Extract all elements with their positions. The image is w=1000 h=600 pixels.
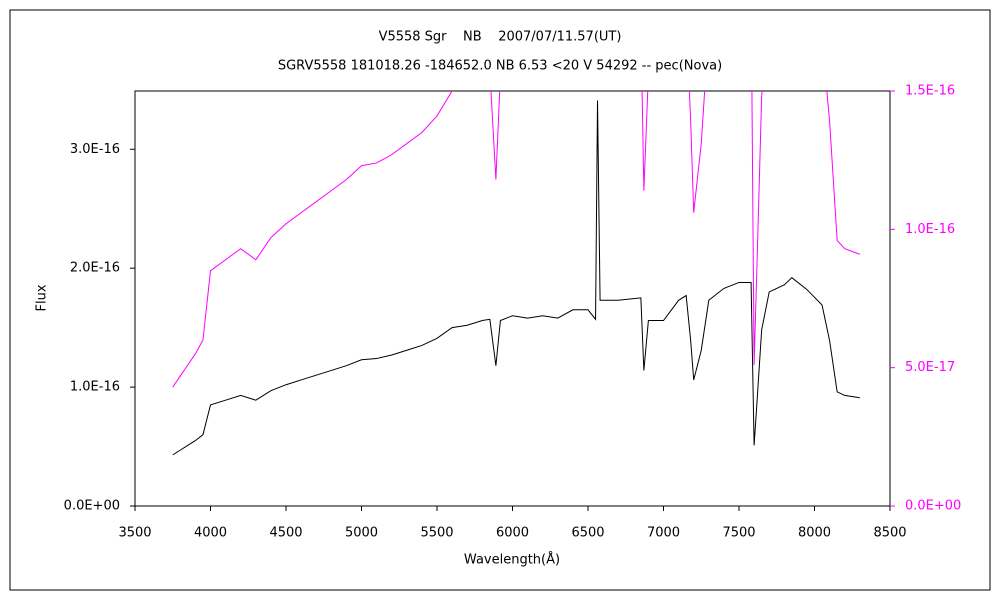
y2-tick-label: 1.5E-16 xyxy=(905,84,955,99)
x-tick-label: 6500 xyxy=(571,526,604,541)
x-tick-label: 5000 xyxy=(345,526,378,541)
y-axis-label: Flux xyxy=(35,284,50,311)
y2-tick-label: 1.0E-16 xyxy=(905,222,955,237)
x-tick-label: 5500 xyxy=(420,526,453,541)
y-tick-label: 0.0E+00 xyxy=(64,499,120,514)
y-tick-label: 1.0E-16 xyxy=(70,380,120,395)
x-axis-label: Wavelength(Å) xyxy=(464,552,560,568)
spectrum-line xyxy=(172,91,860,388)
y-tick-label: 2.0E-16 xyxy=(70,261,120,276)
x-tick-label: 8000 xyxy=(798,526,831,541)
chart-subtitle: SGRV5558 181018.26 -184652.0 NB 6.53 <20… xyxy=(278,59,722,74)
frame xyxy=(9,9,991,591)
x-tick-label: 6000 xyxy=(496,526,529,541)
x-tick-label: 3500 xyxy=(118,526,151,541)
x-tick-label: 8500 xyxy=(873,526,906,541)
spectrum-line xyxy=(172,100,860,456)
y-tick-label: 3.0E-16 xyxy=(70,142,120,157)
y2-tick-label: 5.0E-17 xyxy=(905,360,955,375)
x-tick-label: 4000 xyxy=(194,526,227,541)
chart-title: V5558 Sgr NB 2007/07/11.57(UT) xyxy=(379,30,622,45)
x-tick-label: 4500 xyxy=(269,526,302,541)
y2-tick-label: 0.0E+00 xyxy=(905,499,961,514)
x-tick-label: 7500 xyxy=(722,526,755,541)
x-tick-label: 7000 xyxy=(647,526,680,541)
